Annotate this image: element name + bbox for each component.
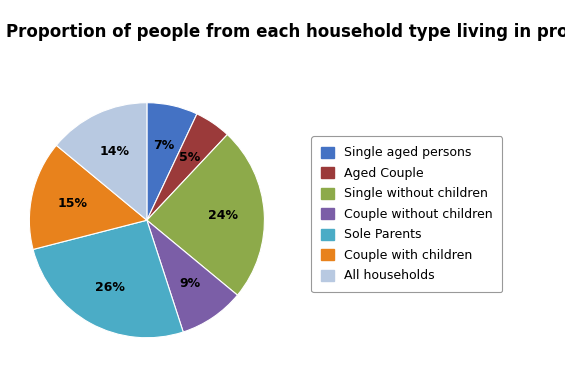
Text: 7%: 7% xyxy=(153,139,174,152)
Text: 15%: 15% xyxy=(58,197,88,210)
Text: 5%: 5% xyxy=(179,151,201,164)
Wedge shape xyxy=(147,134,264,295)
Wedge shape xyxy=(29,145,147,249)
Legend: Single aged persons, Aged Couple, Single without children, Couple without childr: Single aged persons, Aged Couple, Single… xyxy=(311,136,502,293)
Text: Proportion of people from each household type living in proverty: Proportion of people from each household… xyxy=(6,23,565,41)
Text: 9%: 9% xyxy=(179,277,201,290)
Wedge shape xyxy=(33,220,183,338)
Wedge shape xyxy=(147,103,197,220)
Text: 24%: 24% xyxy=(208,209,238,222)
Text: 26%: 26% xyxy=(95,281,125,294)
Wedge shape xyxy=(147,114,227,220)
Text: 14%: 14% xyxy=(99,145,129,158)
Wedge shape xyxy=(56,103,147,220)
Wedge shape xyxy=(147,220,237,332)
